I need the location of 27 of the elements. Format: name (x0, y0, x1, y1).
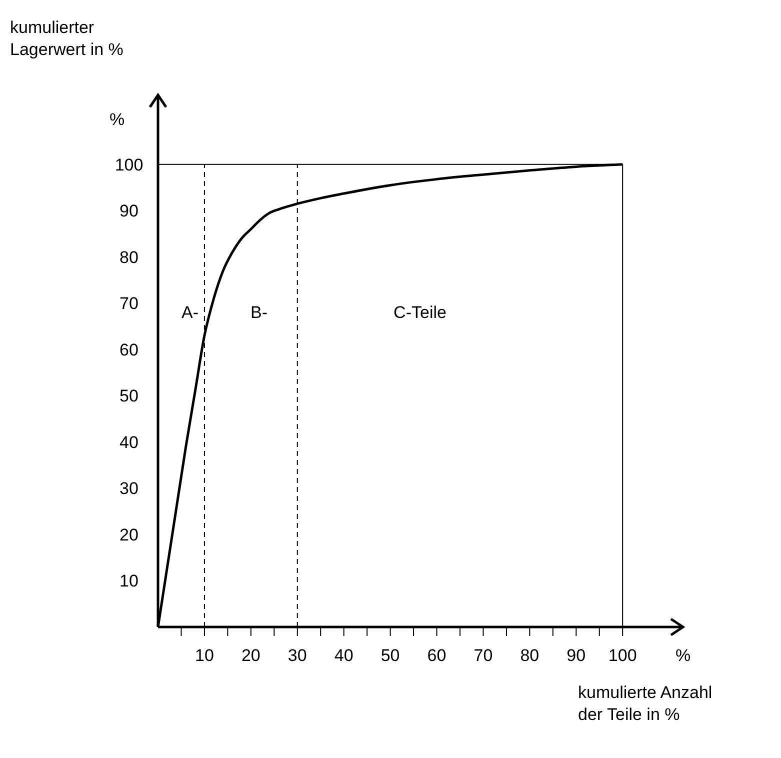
x-tick-label: 50 (380, 646, 400, 665)
x-tick-label: 10 (195, 646, 214, 665)
annotation: C-Teile (394, 303, 446, 322)
y-tick-label: 80 (120, 248, 138, 267)
annotation: A- (182, 303, 198, 322)
y-axis-title: kumulierter Lagerwert in % (10, 18, 124, 59)
x-tick-label: 20 (241, 646, 260, 665)
text: % (675, 646, 691, 665)
y-tick-label: 70 (120, 294, 138, 314)
text: % (109, 110, 125, 129)
y-tick-label: 20 (120, 525, 138, 544)
annotation: B- (250, 303, 268, 322)
y-tick-label: 10 (120, 572, 138, 591)
y-tick-label: 60 (120, 340, 138, 360)
y-tick-label: 50 (120, 386, 138, 406)
x-tick-label: 80 (520, 646, 540, 665)
y-tick-label: 30 (120, 479, 138, 498)
x-tick-label: 60 (427, 646, 446, 665)
y-tick-label: 40 (120, 432, 138, 452)
x-tick-label: 70 (474, 646, 493, 665)
y-tick-label: 90 (120, 202, 138, 221)
x-tick-label: 100 (608, 646, 637, 665)
x-tick-label: 90 (566, 646, 586, 665)
y-tick-label: 100 (114, 155, 144, 174)
x-tick-label: 30 (288, 646, 307, 665)
x-tick-label: 40 (334, 646, 354, 665)
x-axis-title: kumulierte Anzahl der Teile in % (578, 683, 712, 724)
